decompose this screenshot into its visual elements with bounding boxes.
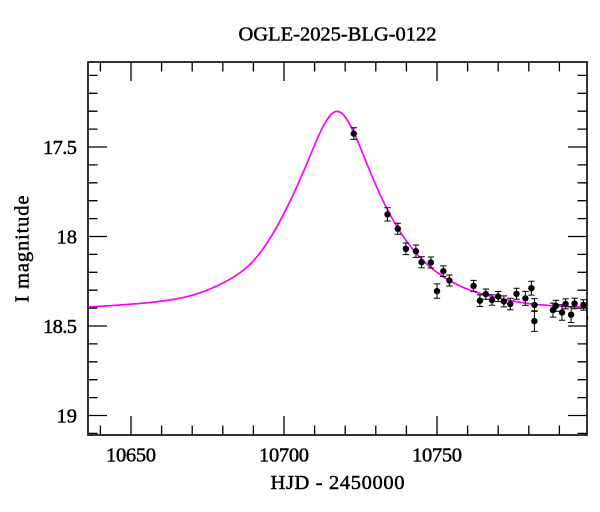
svg-text:10700: 10700 xyxy=(259,445,309,467)
svg-text:HJD - 2450000: HJD - 2450000 xyxy=(271,472,405,494)
svg-text:19: 19 xyxy=(57,406,78,428)
svg-text:18: 18 xyxy=(57,227,78,249)
svg-text:OGLE-2025-BLG-0122: OGLE-2025-BLG-0122 xyxy=(239,24,437,46)
svg-text:10750: 10750 xyxy=(412,445,462,467)
svg-text:10650: 10650 xyxy=(106,445,156,467)
svg-text:17.5: 17.5 xyxy=(43,137,77,159)
svg-text:18.5: 18.5 xyxy=(43,316,77,338)
svg-text:I magnitude: I magnitude xyxy=(12,196,34,303)
